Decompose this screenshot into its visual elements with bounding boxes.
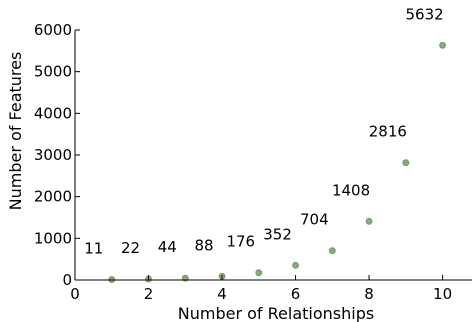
y-tick-label: 1000 xyxy=(34,229,72,247)
x-axis-label: Number of Relationships xyxy=(178,304,374,322)
data-point xyxy=(292,261,299,269)
y-axis-label: Number of Features xyxy=(6,52,25,211)
y-tick-label: 6000 xyxy=(34,21,72,39)
data-label: 2816 xyxy=(369,123,407,141)
y-tick-label: 2000 xyxy=(34,188,72,206)
y-tick-label: 0 xyxy=(62,271,72,289)
data-label: 704 xyxy=(300,211,329,229)
data-point xyxy=(439,41,446,49)
data-label: 352 xyxy=(263,225,292,243)
data-point xyxy=(328,247,336,255)
data-label: 176 xyxy=(226,233,255,251)
data-label: 5632 xyxy=(405,5,443,23)
data-label: 1408 xyxy=(332,181,370,199)
data-label: 88 xyxy=(194,236,213,254)
x-tick-label: 4 xyxy=(217,285,227,303)
x-axis-ticks: 0 2 4 6 8 10 xyxy=(70,275,452,303)
x-tick-label: 6 xyxy=(291,285,301,303)
data-points xyxy=(108,41,446,283)
data-point xyxy=(365,217,373,225)
data-label: 44 xyxy=(158,238,177,256)
y-tick-label: 5000 xyxy=(34,63,72,81)
x-tick-label: 10 xyxy=(433,285,452,303)
data-label: 11 xyxy=(84,240,103,258)
y-axis-ticks: 0 1000 2000 3000 4000 5000 6000 xyxy=(34,21,80,289)
data-point xyxy=(402,159,410,167)
x-tick-label: 0 xyxy=(70,285,80,303)
data-label: 22 xyxy=(121,239,140,257)
x-tick-label: 2 xyxy=(144,285,154,303)
data-point xyxy=(255,269,263,277)
y-tick-label: 3000 xyxy=(34,146,72,164)
x-tick-label: 8 xyxy=(364,285,374,303)
y-tick-label: 4000 xyxy=(34,104,72,122)
